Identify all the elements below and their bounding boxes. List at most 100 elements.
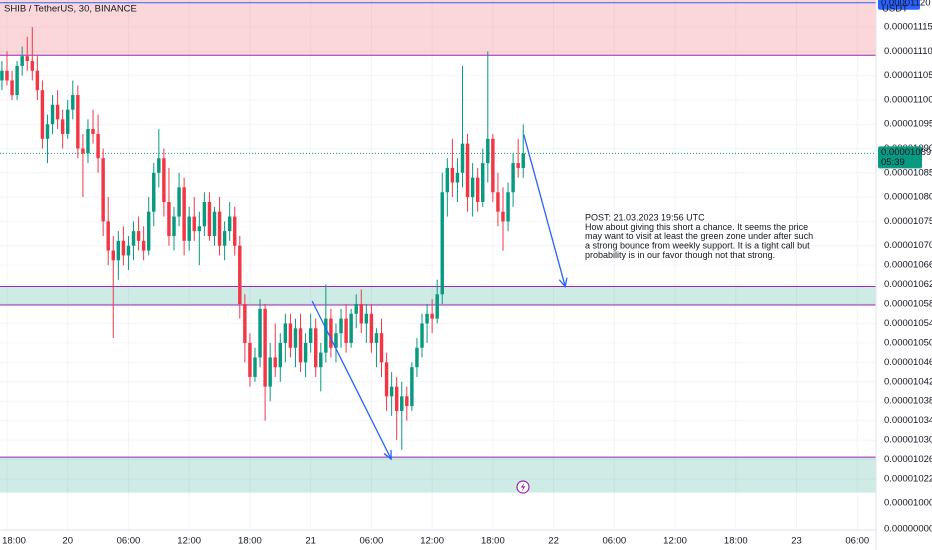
candle-body [506, 192, 510, 222]
candle-body [329, 318, 333, 348]
candle-body [212, 211, 217, 236]
x-tick-label: 18:00 [481, 536, 505, 547]
candle-body [475, 177, 480, 202]
arrow-head [383, 450, 392, 461]
x-tick-label: 12:00 [177, 536, 201, 547]
candle-body [324, 318, 328, 353]
y-tick-label: 0.00001042 [884, 376, 932, 387]
x-tick-label: 21 [305, 536, 316, 547]
candle-body [111, 250, 115, 261]
annotation-text: a strong bounce from weekly support. It … [585, 241, 810, 251]
candle-body [334, 333, 338, 348]
y-tick-label: 0.00001062 [884, 279, 932, 290]
candle-body [491, 138, 495, 193]
y-tick-label: 0.00001100 [884, 94, 932, 105]
candle-body [71, 95, 75, 110]
candle-body [384, 362, 389, 397]
y-axis-footer-label: 0.00000000 [884, 524, 932, 535]
annotation-text: may want to visit at least the green zon… [585, 231, 813, 241]
candle-body [96, 133, 100, 159]
candle-body [339, 318, 343, 334]
candle-body [65, 109, 70, 134]
candle-body [121, 240, 126, 256]
candle-body [258, 308, 262, 358]
candle-body [45, 124, 50, 139]
zone [0, 0, 876, 56]
y-tick-label: 0.00001080 [884, 192, 932, 203]
candle-body [486, 138, 490, 164]
x-tick-label: 12:00 [420, 536, 444, 547]
x-tick-label: 06:00 [117, 536, 141, 547]
y-tick-label: 0.00001026 [884, 454, 932, 465]
candle-body [167, 201, 171, 236]
candle-body [273, 357, 277, 368]
candle-body [15, 65, 19, 96]
candle-body [227, 216, 232, 232]
candle-body [460, 143, 465, 173]
hline-price-box [878, 0, 920, 10]
candle-body [354, 304, 358, 314]
candle-body [207, 201, 212, 236]
plot-area [0, 0, 876, 530]
y-tick-label: 0.00001070 [884, 240, 932, 251]
candle-body [55, 104, 60, 120]
candle-body [10, 80, 14, 96]
candle-body [0, 70, 4, 81]
axis-unit: USDT [882, 4, 908, 15]
candle-body [91, 129, 95, 134]
zone [0, 457, 876, 493]
candle-body [162, 158, 166, 202]
candle-body [455, 172, 460, 183]
candle-body [131, 231, 136, 246]
candle-body [146, 211, 151, 251]
candle-body [465, 143, 470, 198]
candle-body [389, 386, 394, 397]
candle-body [344, 318, 348, 343]
x-tick-label: 20 [62, 536, 73, 547]
candle-body [319, 352, 323, 368]
y-tick-label: 0.00001022 [884, 473, 932, 484]
candle-body [435, 294, 439, 319]
candle-body [268, 357, 272, 387]
candle-body [222, 231, 227, 246]
candle-body [248, 342, 252, 377]
annotation-text: probability is in our favor though not t… [585, 250, 775, 260]
candle-body [253, 357, 257, 377]
candle-body [420, 323, 424, 348]
candle-body [263, 308, 267, 387]
candle-body [425, 313, 429, 324]
candle-body [136, 231, 141, 241]
candle-body [152, 172, 156, 212]
candle-body [202, 201, 207, 227]
candle-body [308, 328, 313, 343]
countdown-label: 05:39 [881, 157, 905, 168]
candle-body [197, 226, 202, 232]
annotation-text: How about giving this short a chance. It… [585, 222, 808, 232]
candle-body [126, 245, 131, 256]
candle-body [379, 333, 384, 363]
candle-body [303, 342, 308, 363]
candle-body [233, 216, 237, 246]
candle-body [359, 304, 363, 324]
candle-body [369, 313, 374, 343]
candle-body [400, 396, 404, 411]
y-tick-label: 0.00001105 [884, 70, 932, 81]
annotation-text: POST: 21.03.2023 19:56 UTC [585, 212, 705, 222]
x-tick-label: 06:00 [845, 536, 869, 547]
candle-body [25, 56, 29, 62]
candle-body [106, 221, 110, 251]
candle-body [415, 347, 419, 368]
arrow-line [523, 134, 566, 287]
flash-icon[interactable] [516, 480, 530, 494]
candle-body [187, 216, 191, 241]
candle-body [511, 163, 515, 193]
candle-body [217, 211, 222, 246]
x-tick-label: 22 [548, 536, 559, 547]
candle-body [374, 333, 379, 343]
candle-body [516, 163, 520, 168]
candle-body [394, 386, 399, 411]
x-tick-label: 12:00 [663, 536, 687, 547]
